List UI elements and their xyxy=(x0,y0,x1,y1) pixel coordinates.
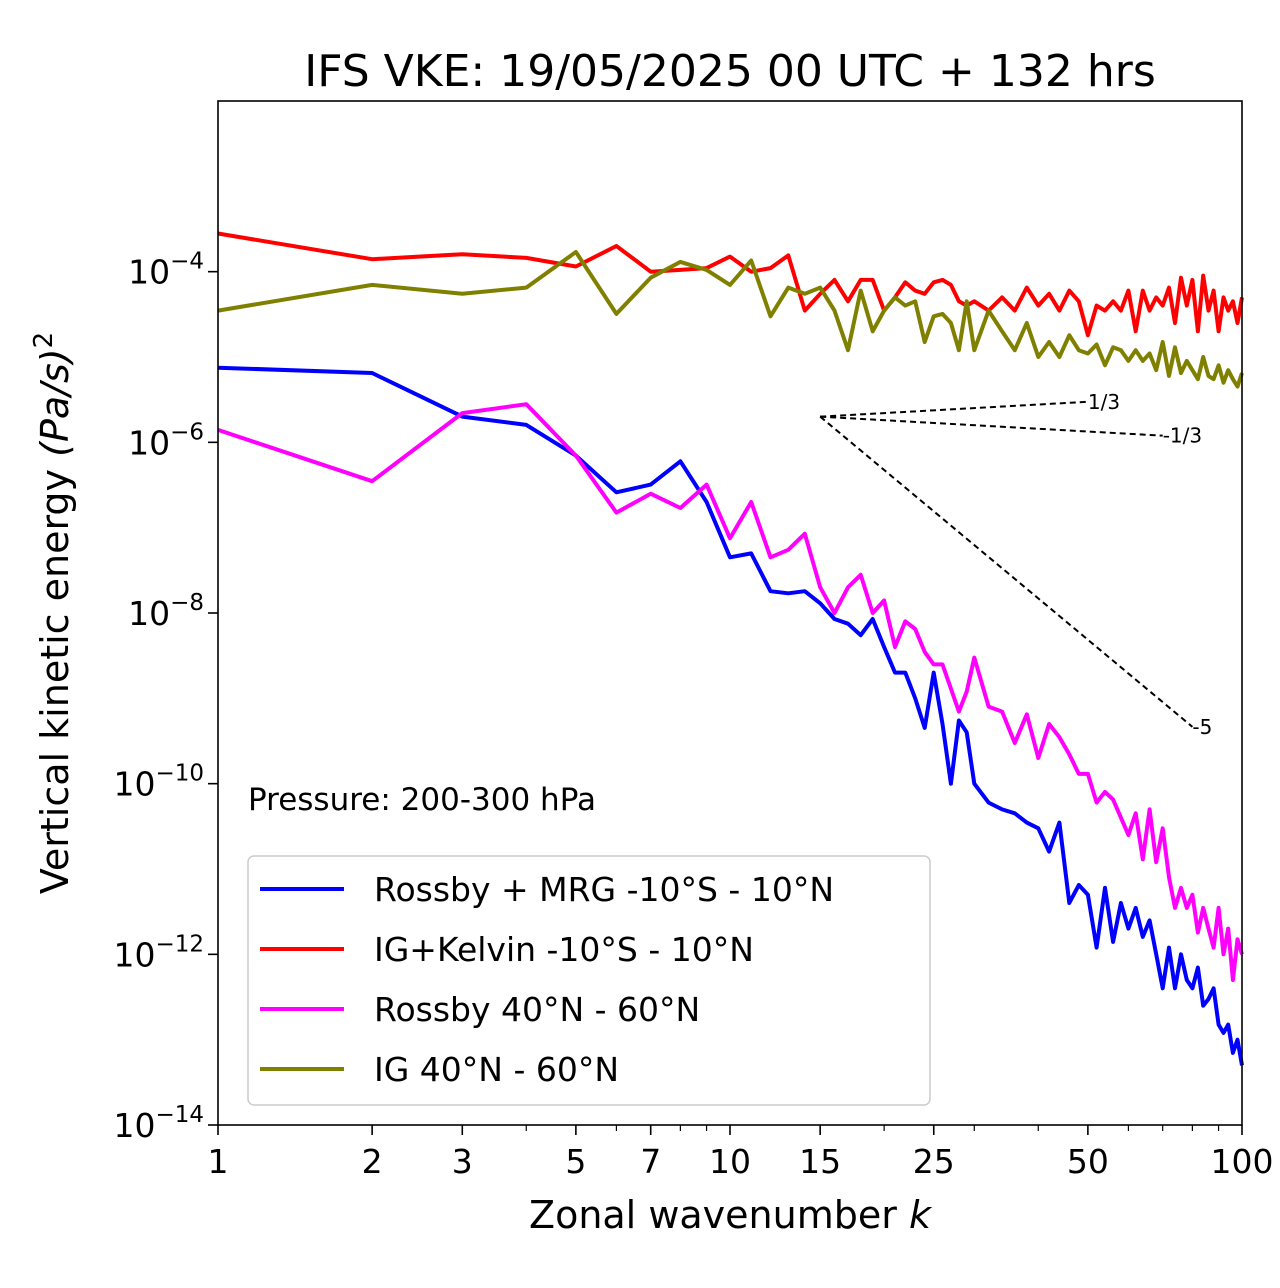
y-axis-label-unit: (Pa/s) xyxy=(33,348,77,456)
legend-items: Rossby + MRG -10°S - 10°N IG+Kelvin -10°S… xyxy=(260,870,834,1089)
x-tick-label: 1 xyxy=(208,1142,229,1181)
y-tick-label: 10−8 xyxy=(128,590,204,633)
legend-label-2: IG+Kelvin -10°S - 10°N xyxy=(374,930,754,969)
legend-box xyxy=(247,855,931,1106)
reference-line-3 xyxy=(819,415,1194,728)
x-axis-label-text: Zonal wavenumber xyxy=(529,1193,897,1237)
y-axis-label-text: Vertical kinetic energy xyxy=(33,469,77,894)
y-ticks: 10−4 10−6 10−8 10−10 10−12 10−14 xyxy=(113,249,218,1145)
reference-line-label-1: 1/3 xyxy=(1088,390,1120,414)
x-ticks: 1 2 3 5 7 10 15 25 50 100 xyxy=(208,1125,1274,1181)
x-tick-label: 2 xyxy=(362,1142,383,1181)
series-layer xyxy=(217,231,1244,1066)
y-axis-label-exponent: 2 xyxy=(29,332,59,349)
x-tick-label: 10 xyxy=(709,1142,751,1181)
x-tick-label: 100 xyxy=(1211,1142,1274,1181)
reference-line-1 xyxy=(820,400,1088,418)
legend-label-1: Rossby + MRG -10°S - 10°N xyxy=(374,870,834,909)
x-axis-label-variable: k xyxy=(909,1193,933,1237)
x-axis-label: Zonal wavenumber k xyxy=(529,1193,933,1237)
reference-lines: 1/3 -1/3 -5 xyxy=(819,390,1212,739)
pressure-annotation: Pressure: 200-300 hPa xyxy=(248,782,596,818)
legend-label-4: IG 40°N - 60°N xyxy=(374,1050,619,1089)
y-tick-label: 10−4 xyxy=(128,249,204,292)
reference-line-label-3: -5 xyxy=(1192,715,1212,739)
reference-line-2 xyxy=(820,415,1163,437)
series-line-3 xyxy=(217,402,1244,982)
x-tick-label: 15 xyxy=(799,1142,841,1181)
legend-label-3: Rossby 40°N - 60°N xyxy=(374,990,700,1029)
series-line-1 xyxy=(217,365,1244,1066)
series-line-4 xyxy=(217,250,1244,389)
x-tick-label: 5 xyxy=(565,1142,586,1181)
series-line-2 xyxy=(217,231,1244,338)
chart-title: IFS VKE: 19/05/2025 00 UTC + 132 hrs xyxy=(304,46,1156,97)
x-tick-label: 7 xyxy=(640,1142,661,1181)
legend: Rossby + MRG -10°S - 10°N IG+Kelvin -10°S… xyxy=(247,855,931,1106)
y-tick-label: 10−12 xyxy=(113,931,204,974)
y-tick-label: 10−6 xyxy=(128,419,204,462)
x-tick-label: 25 xyxy=(913,1142,955,1181)
y-axis-label: Vertical kinetic energy (Pa/s)2 xyxy=(29,332,77,894)
reference-line-label-2: -1/3 xyxy=(1163,424,1202,448)
y-tick-label: 10−14 xyxy=(113,1102,204,1145)
x-tick-label: 50 xyxy=(1067,1142,1109,1181)
y-tick-label: 10−10 xyxy=(113,761,204,804)
x-tick-label: 3 xyxy=(452,1142,473,1181)
